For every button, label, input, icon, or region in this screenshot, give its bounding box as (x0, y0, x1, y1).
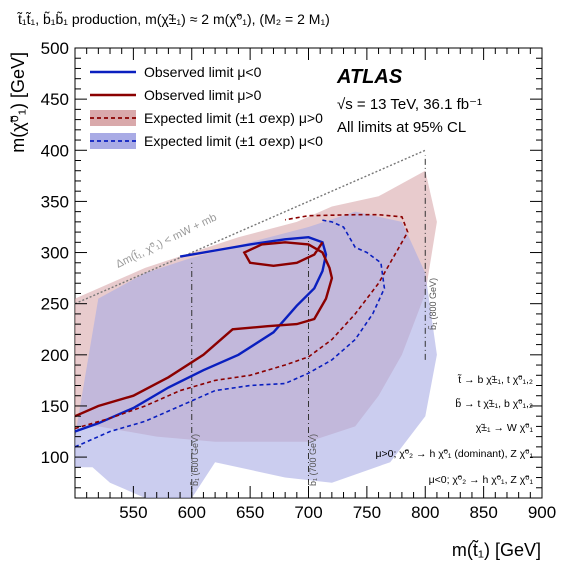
legend-label-observed-mu-neg: Observed limit μ<0 (144, 64, 262, 80)
y-tick-label: 350 (41, 192, 69, 211)
band-expected-limit-1-exp-0-band (75, 211, 437, 498)
y-tick-label: 450 (41, 90, 69, 109)
decay-info: t̃ → b χ̃±₁, t χ̃⁰₁,₂ b̃ → t χ̃±₁, b χ̃⁰… (375, 374, 533, 486)
x-tick-label: 700 (294, 503, 322, 522)
y-tick-label: 200 (41, 346, 69, 365)
limit-lines-layer (74, 213, 409, 448)
atlas-logo: ATLAS (336, 66, 403, 88)
legend: Observed limit μ<0 Observed limit μ>0 Ex… (90, 64, 323, 149)
x-axis-title: m(t̃₁) [GeV] (452, 540, 541, 560)
legend-label-observed-mu-pos: Observed limit μ>0 (144, 87, 262, 103)
decay-line-2: b̃ → t χ̃±₁, b χ̃⁰₁,₂ (455, 397, 533, 410)
legend-label-expected-mu-pos: Expected limit (±1 σexp) μ>0 (144, 110, 323, 126)
y-tick-label: 300 (41, 244, 69, 263)
y-axis-title: m(χ̃⁰₁) [GeV] (8, 52, 28, 153)
x-tick-label: 800 (411, 503, 439, 522)
figure-title: t̃₁t̃₁, b̃₁b̃₁ production, m(χ̃±₁) ≈ 2 m… (17, 11, 330, 27)
energy-lumi-label: √s = 13 TeV, 36.1 fb⁻¹ (337, 96, 482, 113)
x-tick-label: 750 (353, 503, 381, 522)
reference-lines-layer (74, 149, 426, 498)
decay-line-1: t̃ → b χ̃±₁, t χ̃⁰₁,₂ (457, 374, 533, 386)
decay-line-4: μ>0; χ̃⁰₂ → h χ̃⁰₁ (dominant), Z χ̃⁰₁ (375, 448, 533, 460)
x-tick-label: 850 (469, 503, 497, 522)
sbottom-800-label: b̃₁ (800 GeV) (428, 278, 438, 330)
line-observed-limit-0 (74, 241, 334, 418)
bands-layer (75, 170, 437, 498)
axes-layer: 550 600 650 700 750 800 850 900 100 150 200 250 300 3… (41, 39, 557, 522)
y-tick-label: 250 (41, 295, 69, 314)
line-expected-limit-0 (74, 219, 386, 448)
sbottom-600-label: b̃₁ (600 GeV) (190, 434, 200, 486)
y-tick-label: 500 (41, 39, 69, 58)
sbottom-700-label: b̃₁ (700 GeV) (308, 434, 318, 486)
x-tick-label: 600 (178, 503, 206, 522)
decay-line-3: χ̃±₁ → W χ̃⁰₁ (476, 422, 534, 434)
line-expected-limit-0 (74, 213, 409, 430)
legend-label-expected-mu-neg: Expected limit (±1 σexp) μ<0 (144, 133, 323, 149)
y-tick-label: 150 (41, 397, 69, 416)
x-tick-label: 650 (236, 503, 264, 522)
x-tick-label: 550 (119, 503, 147, 522)
line-observed-limit-0 (74, 235, 328, 433)
y-tick-label: 400 (41, 141, 69, 160)
y-tick-label: 100 (41, 448, 69, 467)
decay-line-5: μ<0; χ̃⁰₂ → h χ̃⁰₁, Z χ̃⁰₁ (429, 474, 534, 486)
x-tick-label: 900 (528, 503, 556, 522)
cl-note: All limits at 95% CL (337, 119, 466, 136)
